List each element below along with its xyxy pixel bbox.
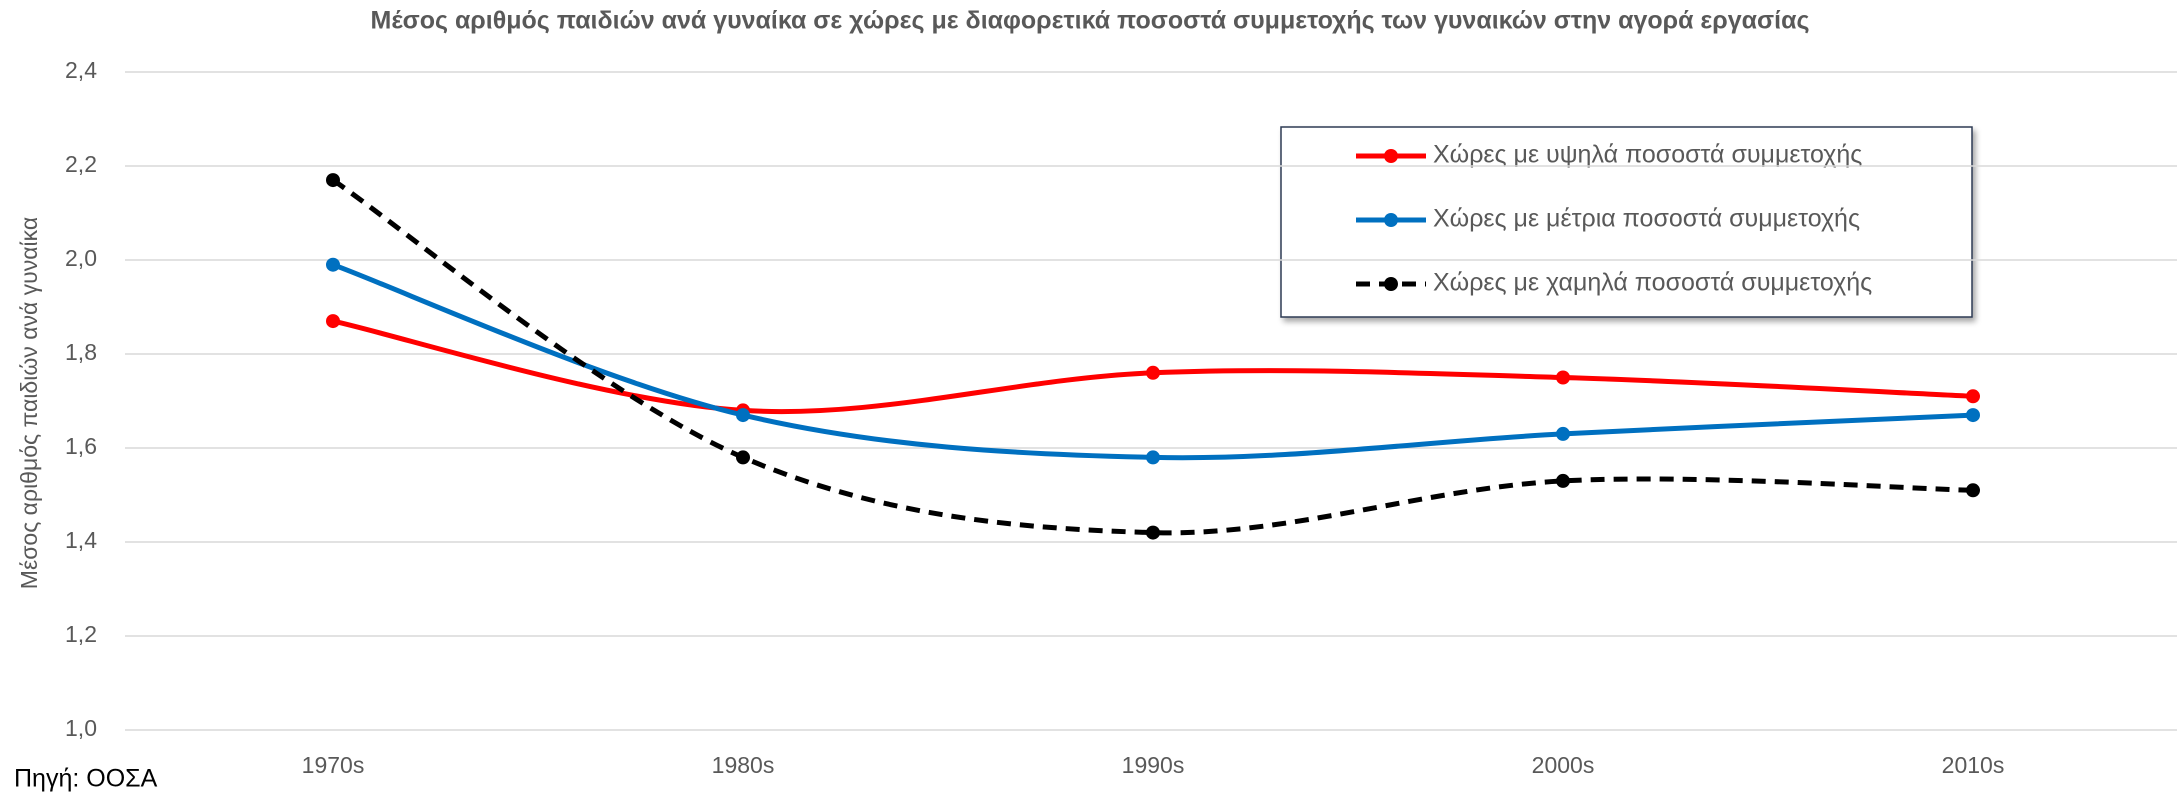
- y-tick-label: 1,6: [65, 433, 97, 459]
- y-tick-label: 1,0: [65, 715, 97, 741]
- x-tick-label: 2000s: [1532, 752, 1595, 778]
- source-note: Πηγή: ΟΟΣΑ: [14, 765, 158, 793]
- y-tick-label: 2,0: [65, 245, 97, 271]
- y-tick-label: 2,4: [65, 57, 97, 83]
- x-tick-label: 1990s: [1122, 752, 1185, 778]
- data-point: [326, 173, 340, 188]
- data-point: [1146, 450, 1160, 465]
- legend-label: Χώρες με χαμηλά ποσοστά συμμετοχής: [1433, 269, 1872, 297]
- series-line: [331, 178, 1974, 536]
- data-point: [1556, 473, 1570, 488]
- y-tick-label: 2,2: [65, 151, 97, 177]
- data-point: [736, 408, 750, 423]
- data-point: [326, 257, 340, 272]
- data-point: [1966, 483, 1980, 498]
- chart-title: Μέσος αριθμός παιδιών ανά γυναίκα σε χώρ…: [371, 7, 1810, 35]
- legend-label: Χώρες με υψηλά ποσοστά συμμετοχής: [1433, 141, 1862, 169]
- x-tick-label: 2010s: [1942, 752, 2005, 778]
- legend-marker: [1384, 213, 1398, 227]
- legend-label: Χώρες με μέτρια ποσοστά συμμετοχής: [1433, 205, 1860, 233]
- y-tick-label: 1,8: [65, 339, 97, 365]
- data-point: [1146, 365, 1160, 380]
- y-axis-label: Μέσος αριθμός παιδιών ανά γυναίκα: [16, 217, 42, 589]
- x-tick-label: 1980s: [712, 752, 775, 778]
- data-point: [1966, 408, 1980, 423]
- y-tick-label: 1,4: [65, 527, 97, 553]
- data-point: [1556, 370, 1570, 385]
- data-point: [736, 450, 750, 465]
- y-tick-label: 1,2: [65, 621, 97, 647]
- x-tick-label: 1970s: [302, 752, 365, 778]
- data-point: [1966, 389, 1980, 404]
- legend: Χώρες με υψηλά ποσοστά συμμετοχής Χώρες μ…: [1280, 126, 1973, 318]
- data-point: [1146, 525, 1160, 540]
- legend-marker: [1384, 277, 1398, 291]
- data-point: [1556, 426, 1570, 441]
- legend-marker: [1384, 149, 1398, 163]
- data-point: [326, 314, 340, 329]
